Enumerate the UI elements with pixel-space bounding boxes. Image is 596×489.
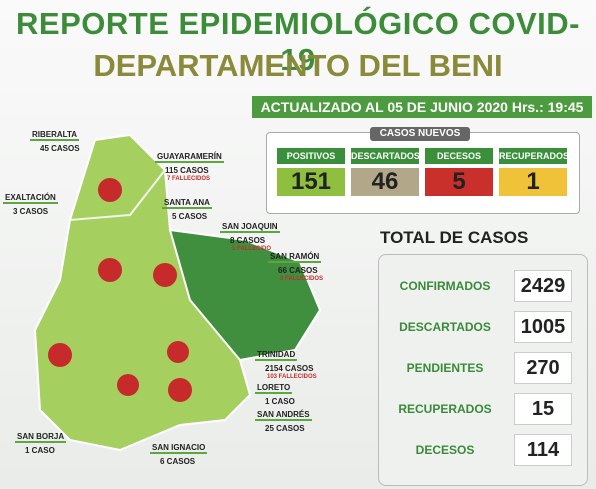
total-value: 270 <box>514 352 572 384</box>
virus-icons <box>48 178 192 402</box>
update-banner: ACTUALIZADO AL 05 DE JUNIO 2020 Hrs.: 19… <box>252 96 592 137</box>
region-name: TRINIDAD <box>255 350 298 361</box>
region-name: LORETO <box>255 383 293 394</box>
total-value: 114 <box>514 434 572 466</box>
new-case-label: DESCARTADOS <box>351 148 420 164</box>
region-name: SAN RAMÓN <box>268 252 322 263</box>
total-label: CONFIRMADOS <box>399 279 491 293</box>
region-cases: 2154 CASOS <box>265 364 314 373</box>
region-name: EXALTACIÓN <box>3 193 58 204</box>
borders <box>69 169 166 221</box>
total-value: 2429 <box>514 270 572 302</box>
region-deaths: 7 FALLECIDOS <box>167 176 211 182</box>
new-case-label: POSITIVOS <box>277 148 345 164</box>
new-case-value: 46 <box>351 168 419 196</box>
region-name: GUAYARAMERÍN <box>155 152 224 163</box>
region-cases: 5 CASOS <box>172 212 208 221</box>
region-cases: 3 CASOS <box>13 207 49 216</box>
region-name: SAN IGNACIO <box>150 443 208 454</box>
new-case-label: RECUPERADOS <box>499 148 569 164</box>
region-deaths: 3 FALLECIDOS <box>280 276 324 282</box>
region-name: SAN BORJA <box>15 432 67 443</box>
total-label: DESCARTADOS <box>399 320 491 334</box>
totals-title: TOTAL DE CASOS <box>380 228 529 247</box>
total-label: DECESOS <box>415 443 475 457</box>
total-value: 15 <box>514 393 572 425</box>
region-cases: 6 CASOS <box>160 457 196 466</box>
region-cases: 115 CASOS <box>165 166 209 175</box>
new-case-value: 1 <box>499 168 567 196</box>
region-name: SAN JOAQUIN <box>220 222 280 233</box>
region-cases: 25 CASOS <box>265 424 305 433</box>
region-name: SANTA ANA <box>162 198 212 209</box>
new-cases-title: CASOS NUEVOS <box>370 127 470 141</box>
region-cases: 8 CASOS <box>230 236 266 245</box>
total-value: 1005 <box>514 311 572 343</box>
subtitle: DEPARTAMENTO DEL BENI <box>93 48 503 83</box>
region-deaths: 1 FALLECIDO <box>232 246 272 252</box>
region-cases: 1 CASO <box>25 446 55 455</box>
title: REPORTE EPIDEMIOLÓGICO COVID-19 <box>16 6 580 77</box>
region-name: RIBERALTA <box>30 130 80 141</box>
region-deaths: 103 FALLECIDOS <box>267 374 317 380</box>
new-case-value: 5 <box>425 168 493 196</box>
region-cases: 66 CASOS <box>278 266 318 275</box>
new-case-label: DECESOS <box>425 148 493 164</box>
region-cases: 1 CASO <box>265 397 295 406</box>
region-cases: 45 CASOS <box>40 144 80 153</box>
total-label: PENDIENTES <box>406 361 484 375</box>
total-label: RECUPERADOS <box>398 402 492 416</box>
region-name: SAN ANDRÉS <box>255 410 312 421</box>
new-case-value: 151 <box>277 168 345 196</box>
